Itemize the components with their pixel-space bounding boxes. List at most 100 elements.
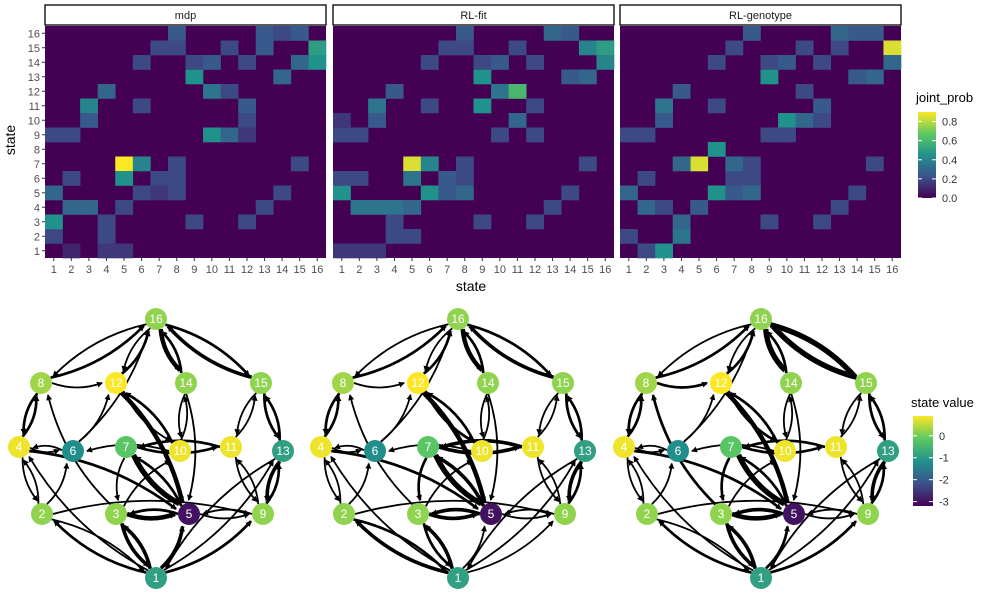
network-edge <box>765 525 790 570</box>
network-edge <box>124 392 174 444</box>
heatmap-cell <box>403 156 422 172</box>
heatmap-cell <box>420 185 439 201</box>
heatmap-cell <box>508 84 527 99</box>
network-edge <box>633 455 754 572</box>
facet-strip <box>44 4 327 26</box>
network-node <box>750 567 772 589</box>
facet-strip-label: RL-fit <box>460 10 486 22</box>
network-edge <box>462 525 487 569</box>
legend-tick-label: 0 <box>939 431 945 443</box>
network-edge <box>52 499 250 516</box>
heatmap-cell <box>742 171 761 186</box>
heatmap-cell <box>333 243 351 259</box>
heatmap-cell <box>655 200 673 215</box>
network-edge <box>331 449 479 510</box>
network-node <box>220 436 242 458</box>
network-edge <box>869 395 886 441</box>
heatmap-cell <box>290 156 309 172</box>
network-node <box>105 372 127 394</box>
network-edge <box>165 458 276 569</box>
heatmap-cell <box>655 98 673 114</box>
network-node <box>877 440 899 462</box>
network-node-label: 7 <box>123 440 130 454</box>
network-edge <box>460 328 484 372</box>
x-tick-label: 14 <box>851 264 863 276</box>
heatmap-cell <box>760 214 779 230</box>
heatmap-cell <box>238 55 257 70</box>
network-edge <box>727 459 776 507</box>
heatmap-cell <box>62 200 81 215</box>
network-node <box>825 436 847 458</box>
state-value-legend-title: state value <box>911 395 974 410</box>
x-tick-label: 10 <box>781 264 793 276</box>
network-node-label: 2 <box>644 507 651 521</box>
network-node-label: 16 <box>451 312 465 326</box>
heatmap-cell <box>62 127 81 143</box>
heatmap-cell <box>848 26 867 41</box>
network-edge <box>655 324 750 380</box>
x-tick-label: 11 <box>799 264 810 276</box>
heatmap-cell <box>255 200 274 215</box>
network-edge <box>166 325 253 380</box>
heatmap-cell <box>185 214 204 230</box>
network-node <box>407 503 429 525</box>
x-tick-label: 6 <box>714 264 720 276</box>
heatmap-cell <box>385 214 404 230</box>
heatmap-cell <box>526 214 545 230</box>
network-edge <box>354 519 449 575</box>
heatmap-cell <box>62 171 81 186</box>
network-edge <box>731 511 781 521</box>
network-edge <box>122 459 171 507</box>
network-node <box>332 372 354 394</box>
y-tick-label: 14 <box>28 57 40 69</box>
heatmap-cell <box>672 156 691 172</box>
heatmap-cell <box>45 127 63 143</box>
heatmap-cell <box>455 26 474 41</box>
x-tick-label: 12 <box>816 264 828 276</box>
x-tick-label: 11 <box>224 264 235 276</box>
facet-strip-label: mdp <box>175 10 196 22</box>
heatmap-cell <box>491 84 509 99</box>
heatmap-cell <box>255 40 274 56</box>
network-edge <box>122 390 172 442</box>
heatmap-cell <box>368 200 386 215</box>
heatmap-cell <box>150 171 169 186</box>
heatmap-cell <box>813 214 832 230</box>
network-edge <box>487 393 499 501</box>
heatmap-cell <box>637 127 656 143</box>
heatmap-cell <box>707 142 726 157</box>
heatmap-cell <box>368 98 386 114</box>
network-edge <box>121 327 151 373</box>
facet-strip <box>619 4 902 26</box>
network-edge <box>657 499 855 516</box>
x-tick-label: 12 <box>529 264 541 276</box>
heatmap-cell <box>830 40 849 56</box>
legend-tick-label: 0.6 <box>942 136 957 148</box>
heatmap-cell <box>350 127 369 143</box>
heatmap-cell <box>637 243 656 259</box>
joint-prob-legend: joint_prob 0.8 0.6 0.4 0.2 0.0 <box>915 90 973 205</box>
network-edge <box>22 459 40 504</box>
heatmap-cell <box>308 55 327 70</box>
heatmap-cell <box>167 156 186 172</box>
heatmap-cell <box>883 55 902 70</box>
heatmap-cell <box>132 156 151 172</box>
network-edge <box>804 512 855 520</box>
network-edge <box>426 392 476 444</box>
network-node <box>272 440 294 462</box>
heatmap-cell <box>725 185 744 201</box>
heatmap-cell <box>438 171 457 186</box>
network-node-label: 8 <box>340 376 347 390</box>
heatmap-cell <box>655 243 673 259</box>
network-edge <box>537 394 560 438</box>
legend-tick-label: -2 <box>939 475 949 487</box>
network-node <box>857 503 879 525</box>
x-tick-label: 2 <box>68 264 74 276</box>
heatmap-cell <box>385 229 404 244</box>
heatmap-cell <box>865 26 884 41</box>
joint-prob-colorbar <box>918 112 936 198</box>
y-tick-label: 10 <box>28 115 40 127</box>
network-edge <box>625 392 644 435</box>
heatmap-cell <box>455 40 474 56</box>
